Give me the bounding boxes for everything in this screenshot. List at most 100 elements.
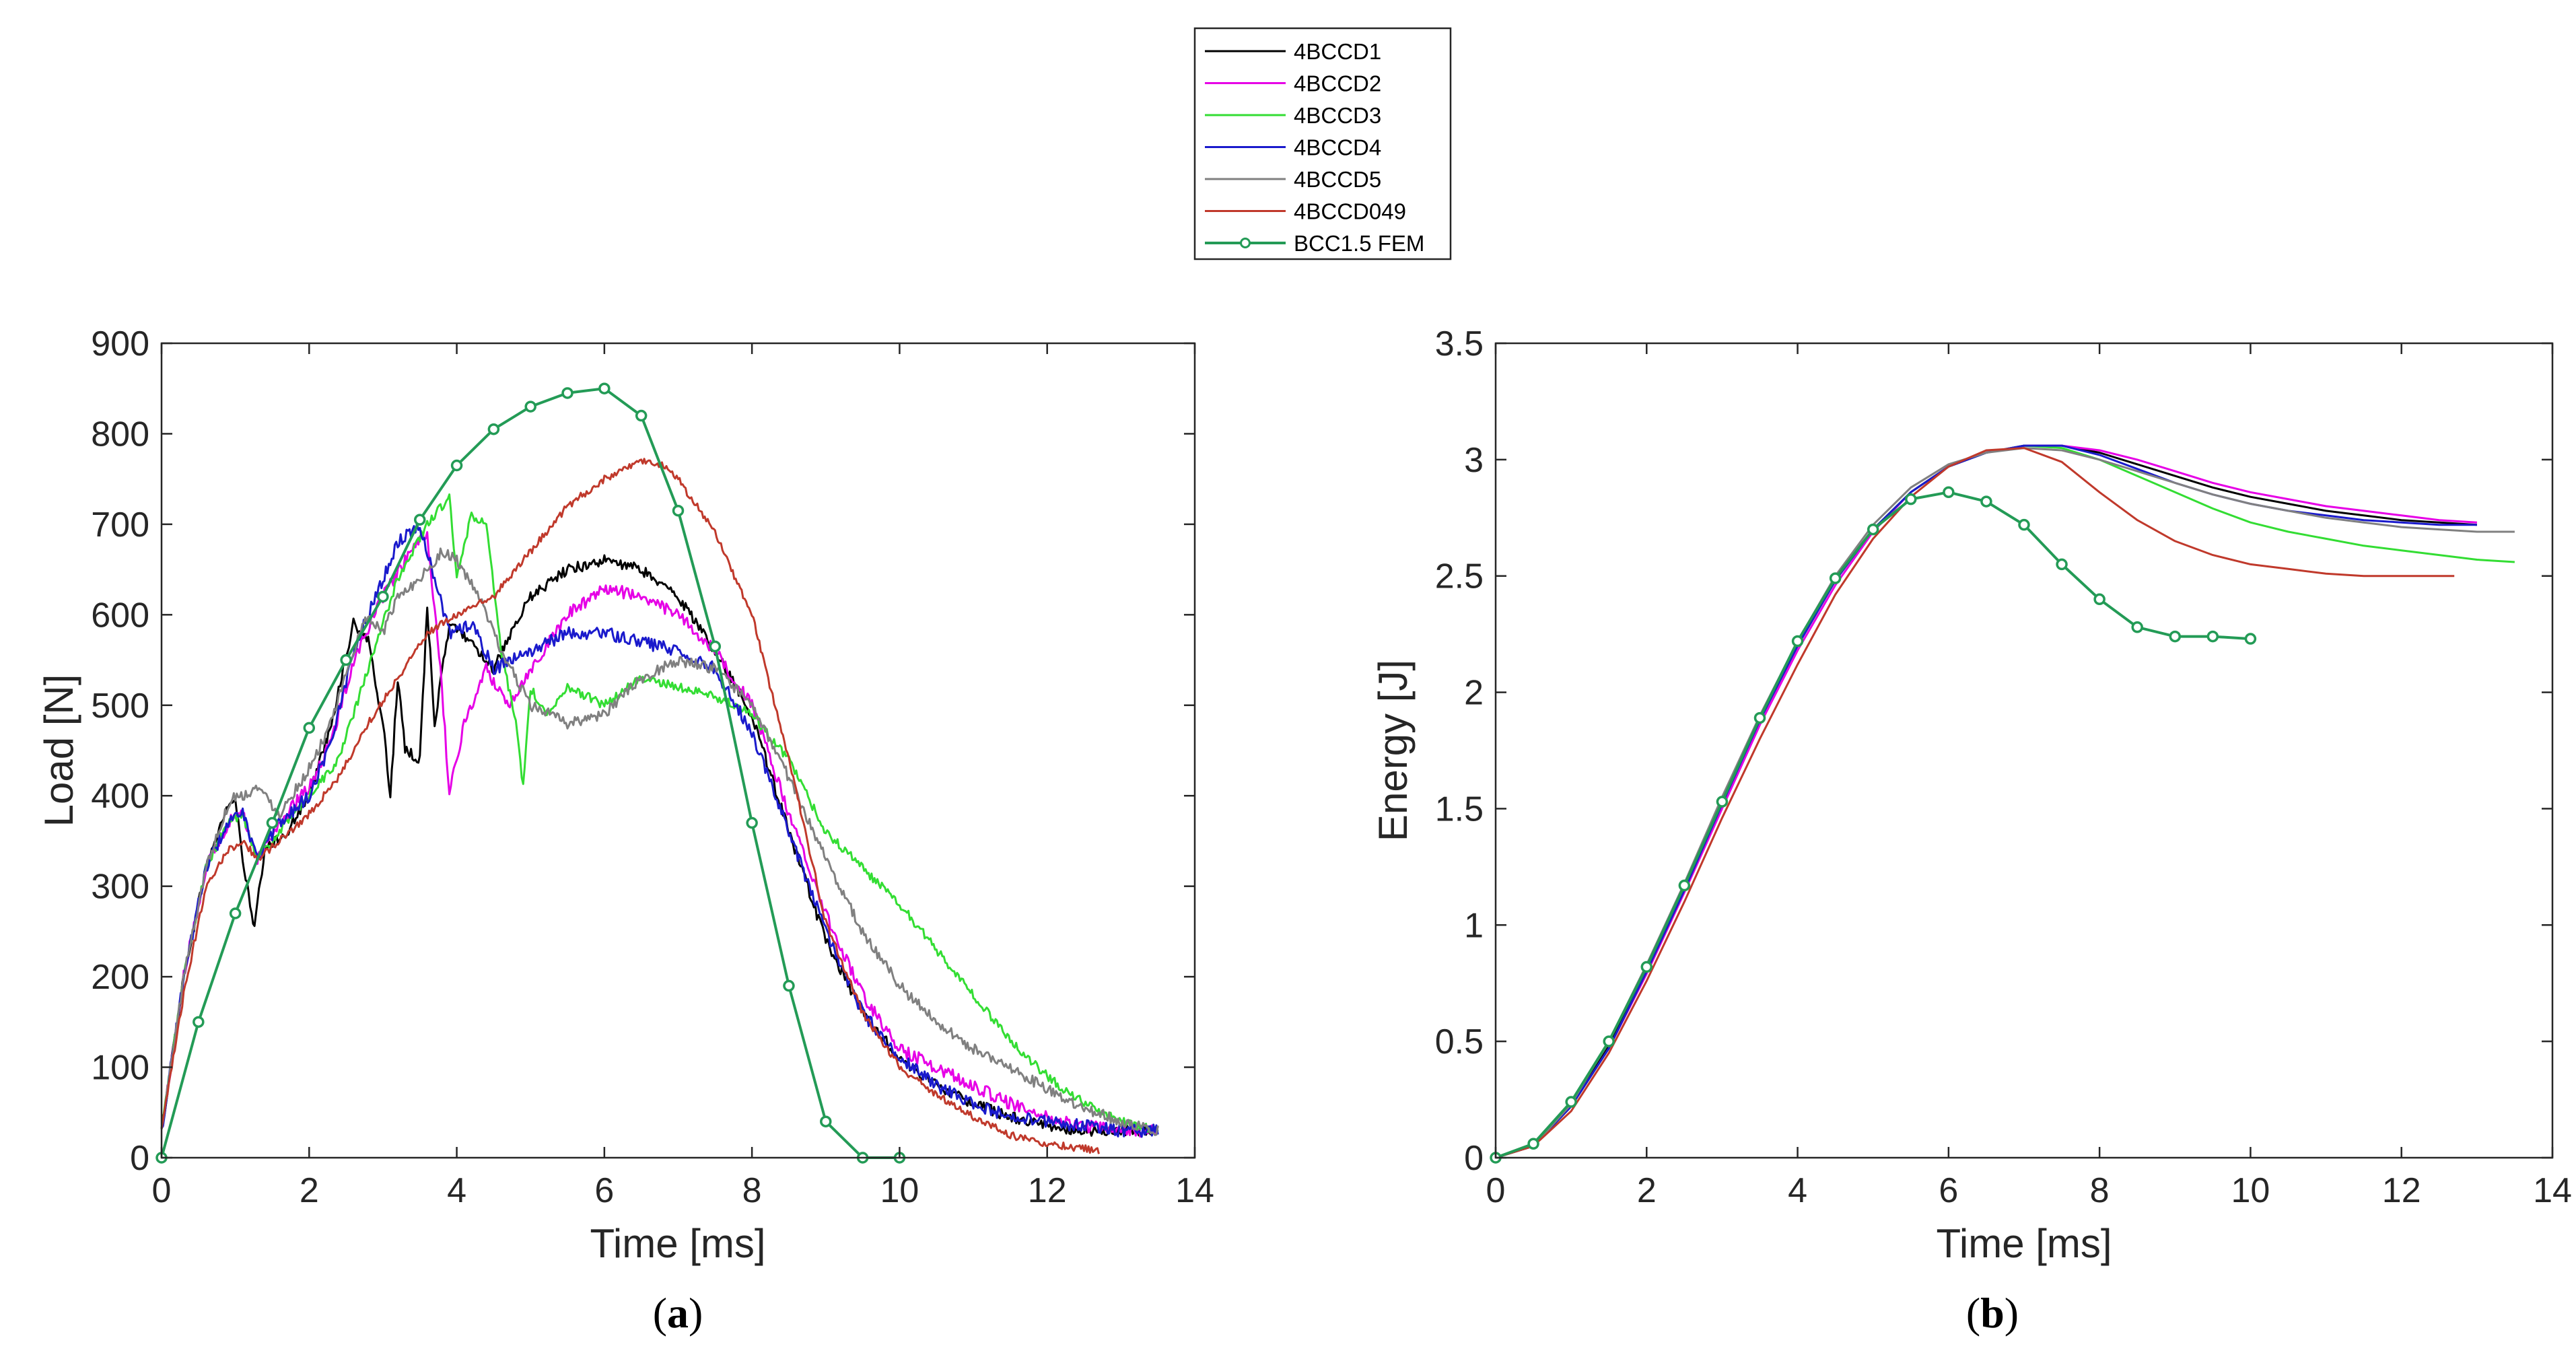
caption-a: (a) [653, 1289, 703, 1337]
x-tick-label-b: 10 [2231, 1171, 2270, 1210]
axes-box-b [1494, 342, 2554, 1159]
x-tick-label-b: 14 [2533, 1171, 2572, 1210]
series-point-bcc1-5-fem-a [414, 514, 426, 526]
series-point-bcc1-5-fem-a [672, 504, 685, 517]
caption-b: (b) [1966, 1289, 2019, 1337]
series-point-bcc1-5-fem-a [266, 816, 279, 829]
x-tick-label-a: 8 [742, 1171, 762, 1210]
series-point-bcc1-5-fem-b [1753, 711, 1766, 724]
series-point-bcc1-5-fem-b [2206, 630, 2219, 643]
series-point-bcc1-5-fem-b [1980, 495, 1992, 508]
y-tick-label-a: 800 [91, 415, 149, 454]
series-line-4bccd049-b [1495, 447, 2455, 1159]
x-tick-label-b: 0 [1486, 1171, 1506, 1210]
x-tick-label-b: 4 [1788, 1171, 1807, 1210]
legend: 4BCCD1 4BCCD2 4BCCD3 4BCCD4 4BCCD5 4BCCD049 BC… [1193, 27, 1452, 260]
y-tick-label-b: 0.5 [1435, 1022, 1484, 1061]
series-point-bcc1-5-fem-a [598, 382, 611, 394]
series-point-bcc1-5-fem-b [2244, 633, 2257, 645]
series-point-bcc1-5-fem-a [709, 640, 722, 653]
x-tick-label-b: 12 [2382, 1171, 2421, 1210]
y-tick-label-a: 600 [91, 596, 149, 635]
series-point-bcc1-5-fem-a [524, 400, 536, 413]
series-line-4bccd2-a [160, 531, 1159, 1138]
x-tick-label-a: 14 [1175, 1171, 1214, 1210]
series-point-bcc1-5-fem-b [1905, 493, 1917, 505]
series-point-bcc1-5-fem-a [377, 590, 389, 603]
panel-b-energy-vs-time: 0 2 4 6 8 10 12 14 0 0.5 1 1.5 2 2.5 3 3.5 Time [ms] En… [1370, 324, 2572, 1337]
x-tick-label-b: 6 [1939, 1171, 1958, 1210]
y-tick-label-b: 1.5 [1435, 790, 1484, 829]
series-point-bcc1-5-fem-b [1603, 1035, 1615, 1047]
y-tick-label-b: 2.5 [1435, 557, 1484, 596]
series-point-bcc1-5-fem-b [1943, 486, 1955, 499]
y-tick-label-b: 3.5 [1435, 324, 1484, 363]
legend-label-4bccd5: 4BCCD5 [1294, 167, 1381, 192]
x-tick-label-a: 4 [447, 1171, 466, 1210]
series-point-bcc1-5-fem-a [340, 654, 352, 666]
legend-marker-bcc1-5-fem [1240, 238, 1251, 248]
series-point-bcc1-5-fem-b [1829, 572, 1842, 584]
legend-label-4bccd4: 4BCCD4 [1294, 135, 1381, 160]
series-point-bcc1-5-fem-a [193, 1016, 205, 1028]
series-point-bcc1-5-fem-a [746, 816, 758, 829]
y-tick-label-a: 300 [91, 868, 149, 907]
x-tick-label-a: 6 [594, 1171, 614, 1210]
series-point-bcc1-5-fem-b [1640, 960, 1653, 973]
legend-label-4bccd049: 4BCCD049 [1294, 199, 1406, 224]
x-tick-label-a: 10 [880, 1171, 919, 1210]
x-tick-label-a: 12 [1028, 1171, 1067, 1210]
series-point-bcc1-5-fem-a [487, 423, 500, 435]
series-point-bcc1-5-fem-b [1791, 635, 1804, 648]
panel-a-load-vs-time: 0 2 4 6 8 10 12 140100200300400500600700800900 … [36, 324, 1214, 1337]
y-tick-label-b: 3 [1464, 441, 1484, 480]
y-tick-label-b: 0 [1464, 1139, 1484, 1178]
series-point-bcc1-5-fem-a [820, 1115, 832, 1127]
y-tick-label-a: 700 [91, 505, 149, 545]
x-axis-label-a: Time [ms] [590, 1221, 765, 1266]
series-line-4bccd4-a [160, 522, 1159, 1138]
series-point-bcc1-5-fem-b [2169, 630, 2182, 643]
series-point-bcc1-5-fem-a [561, 387, 573, 399]
series-point-bcc1-5-fem-a [635, 409, 648, 422]
x-axis-label-b: Time [ms] [1936, 1221, 2112, 1266]
legend-label-4bccd3: 4BCCD3 [1294, 103, 1381, 128]
y-tick-label-b: 1 [1464, 906, 1484, 945]
series-line-4bccd049-a [160, 458, 1100, 1154]
series-point-bcc1-5-fem-b [2018, 518, 2030, 531]
series-point-bcc1-5-fem-a [229, 907, 242, 919]
series-point-bcc1-5-fem-b [2131, 621, 2143, 633]
y-tick-label-a: 900 [91, 324, 149, 363]
y-tick-label-a: 400 [91, 777, 149, 816]
x-tick-label-a: 0 [152, 1171, 172, 1210]
series-line-4bccd5-a [160, 547, 1159, 1136]
legend-label-4bccd2: 4BCCD2 [1294, 71, 1381, 96]
series-point-bcc1-5-fem-b [2093, 593, 2105, 606]
y-axis-label-a: Load [N] [36, 674, 81, 827]
series-point-bcc1-5-fem-a [303, 722, 316, 734]
y-axis-label-b: Energy [J] [1370, 660, 1416, 841]
series-point-bcc1-5-fem-b [1527, 1138, 1539, 1150]
y-tick-label-a: 200 [91, 958, 149, 997]
x-tick-label-a: 2 [300, 1171, 319, 1210]
series-point-bcc1-5-fem-a [783, 979, 795, 992]
axes-box-a [160, 342, 1196, 1159]
series-point-bcc1-5-fem-a [450, 459, 463, 472]
x-tick-label-b: 2 [1637, 1171, 1657, 1210]
y-tick-label-a: 100 [91, 1049, 149, 1088]
series-point-bcc1-5-fem-b [1716, 796, 1729, 808]
plot-area-b [1496, 343, 2552, 1158]
legend-label-bcc1-5-fem: BCC1.5 FEM [1294, 231, 1424, 256]
series-line-4bccd3-a [160, 493, 1159, 1135]
series-point-bcc1-5-fem-b [2056, 558, 2068, 571]
y-tick-label-a: 0 [130, 1139, 149, 1178]
series-point-bcc1-5-fem-b [1678, 879, 1691, 892]
legend-label-4bccd1: 4BCCD1 [1294, 39, 1381, 64]
y-tick-label-a: 500 [91, 687, 149, 726]
series-point-bcc1-5-fem-b [1565, 1096, 1577, 1108]
x-tick-label-b: 8 [2090, 1171, 2110, 1210]
legend-box [1193, 27, 1452, 260]
series-point-bcc1-5-fem-b [1867, 523, 1879, 536]
y-tick-label-b: 2 [1464, 674, 1484, 713]
